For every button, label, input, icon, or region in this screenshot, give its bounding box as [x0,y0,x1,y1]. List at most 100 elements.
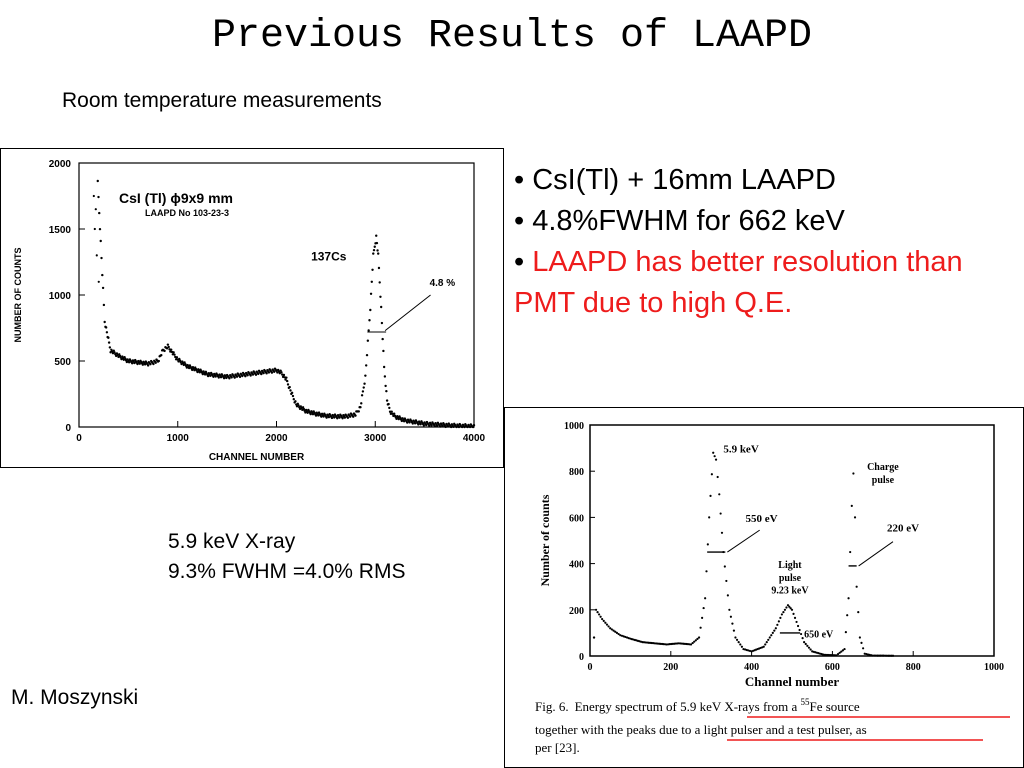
resolution-label: 4.8 % [430,278,456,289]
data-point [160,353,163,357]
data-point [375,241,379,245]
data-point [836,652,840,656]
data-point [370,280,373,283]
data-point [838,651,841,654]
y-tick-label: 200 [569,606,584,617]
data-point [311,412,315,416]
data-point [385,389,388,393]
data-point [289,389,292,392]
width-label: 220 eV [887,522,919,534]
data-point [383,375,387,378]
data-point [244,375,247,378]
data-point [382,349,385,353]
data-point [372,252,375,255]
data-point [381,337,384,341]
data-point [368,319,371,322]
data-point [435,424,439,427]
caption-text: together with the peaks du [535,722,673,737]
data-point [472,423,476,427]
bullet-item: • LAAPD has better resolution than PMT d… [514,242,1014,324]
data-point [732,629,736,632]
data-point [92,194,95,198]
data-point [777,620,780,623]
y-tick-label: 600 [569,513,584,524]
data-point [881,654,884,657]
data-point [884,654,887,657]
data-point [101,273,104,277]
data-point [385,399,389,402]
data-point [617,632,620,636]
data-point [693,640,696,643]
x-tick-label: 3000 [364,433,387,444]
data-point [783,608,787,611]
data-point [890,654,893,657]
data-point [270,371,274,374]
data-point [768,636,771,639]
data-point [788,605,791,608]
bullet-item: • CsI(Tl) + 16mm LAAPD [514,160,1014,201]
data-point [804,642,807,646]
data-point [99,239,102,243]
data-point [387,402,390,406]
data-point [862,647,865,650]
data-point [175,356,179,359]
data-point [596,611,599,614]
data-point [843,647,846,651]
note-line: 5.9 keV X-ray [168,530,296,553]
data-point [799,632,803,636]
x-tick-label: 2000 [265,433,288,444]
peak-label: pulse [872,475,895,486]
data-point [701,616,704,619]
data-point [154,361,157,365]
width-label: 650 eV [804,630,834,641]
data-point [610,628,613,631]
data-point [364,374,367,377]
data-point [789,607,792,610]
plot-frame [589,424,995,657]
data-point [382,365,386,369]
data-point [285,379,289,383]
bullet-item: • 4.8%FWHM for 662 keV [514,201,1014,242]
bullet-text: CsI(Tl) + 16mm LAAPD [532,164,836,196]
data-point [853,516,857,519]
data-point [806,644,809,647]
data-point [363,382,366,385]
data-point [167,345,170,349]
caption-prefix: Fig. 6. [535,699,569,714]
xray-note: 5.9 keV X-ray 9.3% FWHM =4.0% RMS [168,527,405,587]
x-tick-label: 4000 [463,433,486,444]
data-point [288,385,291,389]
data-point [607,625,610,628]
data-point [235,375,239,378]
data-point [433,424,436,428]
data-point [873,654,876,657]
caption-line: per [23]. [535,740,580,755]
data-point [392,412,396,415]
data-point [373,245,376,248]
data-point [809,648,812,651]
csi-spectrum-chart: CsI (Tl) ϕ9x9 mm LAAPD No 103-23-3 0 1000… [13,159,486,463]
data-point [792,612,795,615]
data-point [352,415,355,418]
bullet-marker: • [514,246,533,278]
data-point [133,361,136,365]
x-tick-label: 800 [906,662,921,673]
data-point [705,570,708,573]
y-tick-label: 500 [54,357,71,368]
data-point [803,641,806,644]
data-point [430,424,433,427]
x-axis-label: Channel number [745,674,839,689]
data-point [764,643,767,646]
data-point [885,654,888,657]
x-tick-label: 400 [744,662,759,673]
data-point [709,494,712,497]
data-point [795,620,798,624]
peak-label: 5.9 keV [723,444,759,456]
y-tick-label: 2000 [49,159,72,170]
data-point [322,415,325,418]
data-point [720,531,724,534]
data-point [762,645,765,648]
y-tick-label: 1500 [49,225,72,236]
data-point [260,372,263,376]
data-point [801,636,804,640]
